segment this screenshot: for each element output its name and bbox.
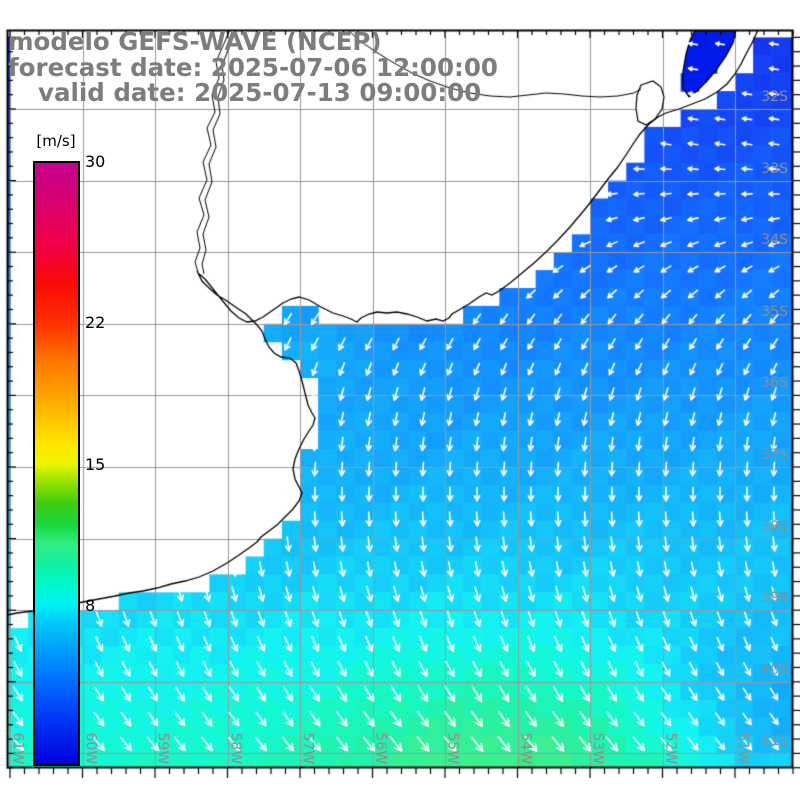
lon-label-57W: 57W [299,732,316,765]
lon-label-52W: 52W [662,732,678,765]
lat-label-36S: 36S [761,375,788,392]
lat-label-37S: 37S [761,447,788,463]
lat-label-41S: 41S [761,733,788,750]
colorbar-unit-label: [m/s] [36,132,76,150]
lon-label-51W: 51W [734,732,751,765]
colorbar-tick-22: 22 [85,313,106,333]
model-title: modelo GEFS-WAVE (NCEP) [8,27,382,56]
colorbar-tick-15: 15 [85,454,106,474]
lon-label-60W: 60W [82,732,98,765]
forecast-date-label: forecast date: 2025-07-06 12:00:00 [8,52,498,82]
lat-label-39S: 39S [761,590,788,607]
lon-label-54W: 54W [517,732,533,765]
lat-label-38S: 38S [761,518,788,535]
map-titles: modelo GEFS-WAVE (NCEP) forecast date: 2… [8,29,498,106]
lat-label-34S: 34S [761,232,788,249]
lon-label-53W: 53W [589,732,606,765]
lon-label-59W: 59W [154,732,171,765]
colorbar-tick-8: 8 [85,595,96,615]
lon-label-55W: 55W [444,732,461,765]
lon-label-56W: 56W [372,732,388,765]
lat-label-40S: 40S [761,661,788,678]
lat-label-35S: 35S [761,303,788,320]
lon-label-61W: 61W [9,732,26,765]
colorbar [33,161,80,766]
valid-date-label: valid date: 2025-07-13 09:00:00 [38,78,482,107]
lon-label-58W: 58W [227,732,243,765]
lat-label-33S: 33S [761,160,788,177]
colorbar-tick-30: 30 [85,152,106,171]
lat-label-32S: 32S [761,89,788,105]
